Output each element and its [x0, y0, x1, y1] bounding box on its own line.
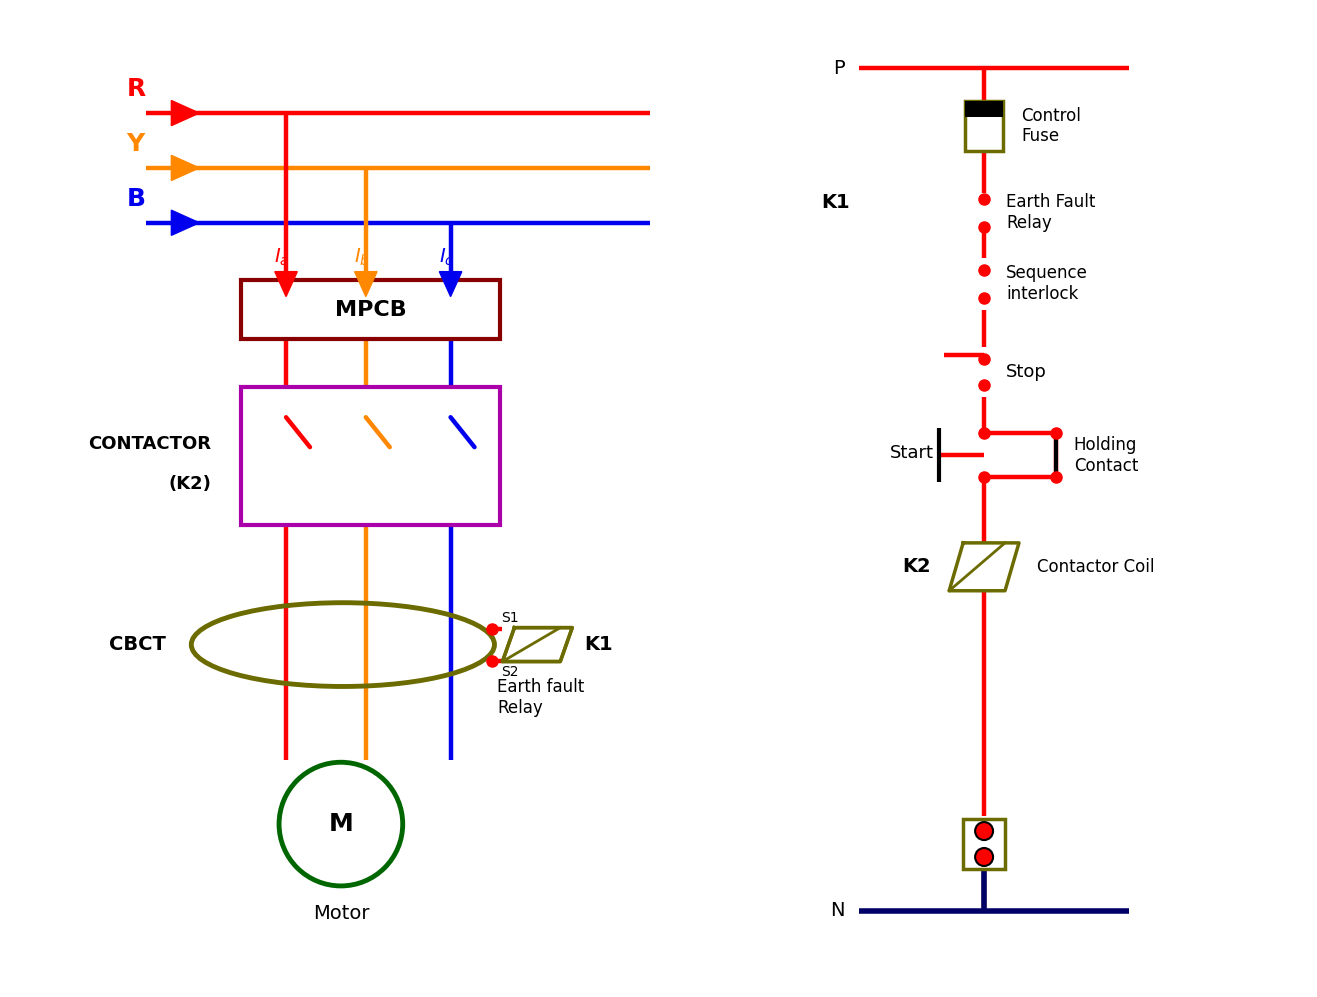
Text: N: N — [830, 901, 844, 920]
Text: Control
Fuse: Control Fuse — [1021, 107, 1081, 146]
Polygon shape — [171, 210, 199, 235]
Text: K2: K2 — [902, 557, 931, 576]
Bar — [241, 279, 500, 339]
Text: K1: K1 — [820, 193, 849, 212]
Text: $I_c$: $I_c$ — [439, 246, 454, 267]
Text: Earth fault
Relay: Earth fault Relay — [498, 679, 585, 717]
Text: $I_a$: $I_a$ — [274, 246, 290, 267]
Polygon shape — [171, 101, 199, 126]
Bar — [963, 820, 1005, 869]
Text: M: M — [328, 813, 353, 836]
Text: Sequence
interlock: Sequence interlock — [1006, 264, 1088, 303]
Polygon shape — [171, 156, 199, 180]
Text: B: B — [126, 186, 145, 210]
Text: CBCT: CBCT — [109, 635, 166, 654]
Polygon shape — [440, 271, 462, 296]
Text: R: R — [126, 77, 146, 101]
Circle shape — [975, 823, 993, 840]
Polygon shape — [950, 543, 1019, 591]
Text: Y: Y — [126, 132, 145, 156]
Bar — [965, 101, 1004, 151]
Polygon shape — [503, 628, 573, 662]
Text: Stop: Stop — [1006, 363, 1047, 381]
Text: (K2): (K2) — [169, 475, 211, 494]
Text: K1: K1 — [585, 635, 612, 654]
Text: Motor: Motor — [312, 904, 369, 923]
Text: CONTACTOR: CONTACTOR — [88, 435, 211, 454]
Circle shape — [279, 763, 403, 886]
Polygon shape — [354, 271, 377, 296]
Text: Contactor Coil: Contactor Coil — [1036, 557, 1155, 576]
Text: Holding
Contact: Holding Contact — [1073, 436, 1138, 475]
Bar — [965, 101, 1004, 117]
Text: $I_b$: $I_b$ — [354, 246, 370, 267]
Text: S1: S1 — [502, 610, 519, 625]
Text: P: P — [832, 59, 844, 78]
Bar — [241, 387, 500, 525]
Text: S2: S2 — [502, 665, 519, 679]
Text: Earth Fault
Relay: Earth Fault Relay — [1006, 193, 1096, 232]
Text: MPCB: MPCB — [335, 299, 407, 319]
Circle shape — [975, 848, 993, 866]
Polygon shape — [275, 271, 298, 296]
Text: Start: Start — [890, 444, 934, 463]
